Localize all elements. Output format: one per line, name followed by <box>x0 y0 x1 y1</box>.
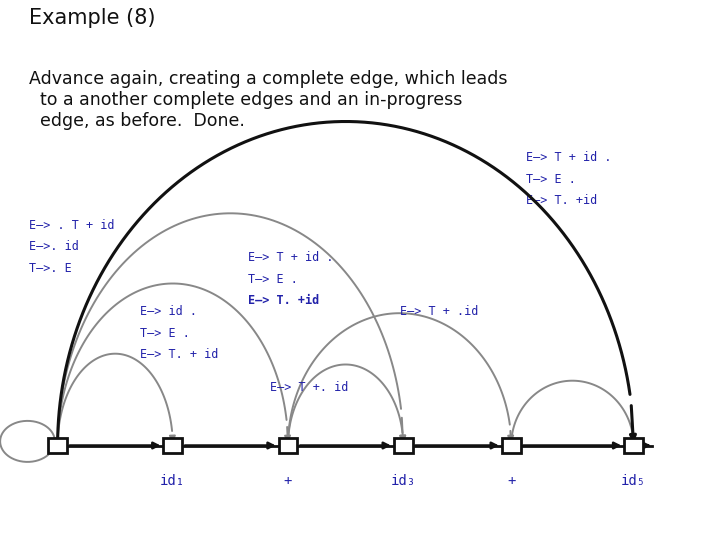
Bar <box>502 438 521 453</box>
Text: id₅: id₅ <box>621 474 646 488</box>
Text: Advance again, creating a complete edge, which leads
  to a another complete edg: Advance again, creating a complete edge,… <box>29 70 508 130</box>
Text: E–>. id: E–>. id <box>29 240 78 253</box>
Bar <box>394 438 413 453</box>
Text: E–> id .: E–> id . <box>140 305 197 318</box>
Text: E–> T. + id: E–> T. + id <box>140 348 219 361</box>
Text: E–> . T + id: E–> . T + id <box>29 219 114 232</box>
Text: E–> T + .id: E–> T + .id <box>400 305 478 318</box>
Text: T–> E .: T–> E . <box>526 173 575 186</box>
Bar <box>163 438 182 453</box>
Text: T–> E .: T–> E . <box>248 273 298 286</box>
Text: id₁: id₁ <box>161 474 185 488</box>
Text: T–> E .: T–> E . <box>140 327 190 340</box>
Text: E–> T. +id: E–> T. +id <box>248 294 320 307</box>
Text: id₃: id₃ <box>391 474 415 488</box>
Bar <box>279 438 297 453</box>
Bar <box>48 438 67 453</box>
Text: Example (8): Example (8) <box>29 8 156 28</box>
Text: E–> T. +id: E–> T. +id <box>526 194 597 207</box>
Text: +: + <box>284 474 292 488</box>
Text: E–> T + id .: E–> T + id . <box>248 251 334 264</box>
Text: E–> T + id .: E–> T + id . <box>526 151 611 164</box>
Text: E–> T +. id: E–> T +. id <box>270 381 348 394</box>
Bar <box>624 438 643 453</box>
Text: T–>. E: T–>. E <box>29 262 71 275</box>
Text: +: + <box>507 474 516 488</box>
